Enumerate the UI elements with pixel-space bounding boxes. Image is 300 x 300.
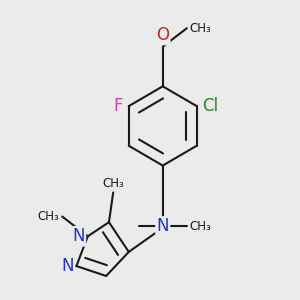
Text: Cl: Cl bbox=[202, 97, 218, 115]
Text: CH₃: CH₃ bbox=[102, 177, 124, 190]
Text: N: N bbox=[157, 218, 169, 236]
Text: CH₃: CH₃ bbox=[190, 220, 211, 233]
Text: CH₃: CH₃ bbox=[190, 22, 211, 35]
Text: O: O bbox=[156, 26, 169, 44]
Text: F: F bbox=[114, 97, 123, 115]
Text: CH₃: CH₃ bbox=[38, 210, 59, 223]
Text: N: N bbox=[61, 257, 74, 275]
Text: N: N bbox=[72, 227, 85, 245]
